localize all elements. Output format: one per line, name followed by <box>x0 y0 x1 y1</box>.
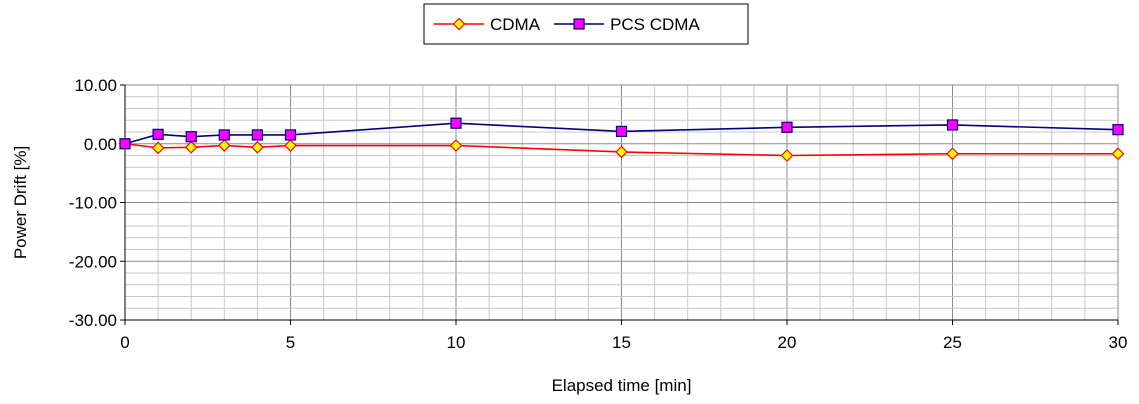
grid-lines <box>124 84 1119 321</box>
data-point-cdma <box>946 147 959 161</box>
legend-marker-cdma <box>452 17 466 31</box>
data-point-pcs-cdma <box>185 131 197 143</box>
data-point-cdma <box>615 145 628 159</box>
data-point-cdma <box>1111 147 1125 161</box>
x-axis-title: Elapsed time [min] <box>552 376 692 395</box>
axes: 10.00 0.00 -10.00 -20.00 -30.000 5 10 15 20 25 30 <box>69 76 1128 352</box>
data-point-cdma <box>184 140 198 154</box>
data-point-pcs-cdma <box>284 129 297 141</box>
data-point-cdma <box>449 139 463 152</box>
x-tick-label: 5 <box>286 333 295 352</box>
legend-label-pcs-cdma: PCS CDMA <box>610 15 700 34</box>
y-axis-title: Power Drift [%] <box>11 146 30 259</box>
legend-marker-pcs-cdma <box>573 18 585 30</box>
y-tick-label: -10.00 <box>69 194 117 213</box>
data-point-pcs-cdma <box>946 119 959 131</box>
series-pcs-cdma <box>119 117 1124 150</box>
x-tick-label: 20 <box>778 333 797 352</box>
data-point-cdma <box>251 140 264 154</box>
x-tick-label: 10 <box>447 333 466 352</box>
y-tick-label: -30.00 <box>69 311 117 330</box>
data-point-pcs-cdma <box>781 121 793 133</box>
data-point-cdma <box>217 139 231 152</box>
y-tick-label: -20.00 <box>69 252 117 271</box>
data-point-pcs-cdma <box>218 129 230 141</box>
y-tick-label: 0.00 <box>84 135 117 154</box>
x-tick-label: 15 <box>612 333 631 352</box>
data-point-cdma <box>284 139 297 152</box>
x-tick-label: 25 <box>943 333 962 352</box>
data-point-pcs-cdma <box>450 117 462 129</box>
data-point-cdma <box>151 141 165 155</box>
x-tick-label: 0 <box>120 333 129 352</box>
data-point-pcs-cdma <box>251 129 263 141</box>
data-point-pcs-cdma <box>119 138 131 150</box>
series-group <box>118 117 1125 162</box>
data-point-cdma <box>780 149 794 162</box>
legend-label-cdma: CDMA <box>490 15 541 34</box>
y-tick-label: 10.00 <box>74 76 117 95</box>
data-point-pcs-cdma <box>615 125 628 138</box>
x-tick-label: 30 <box>1109 333 1128 352</box>
legend: CDMA PCS CDMA <box>423 3 749 45</box>
data-point-pcs-cdma <box>152 128 164 140</box>
data-point-pcs-cdma <box>1112 124 1124 136</box>
